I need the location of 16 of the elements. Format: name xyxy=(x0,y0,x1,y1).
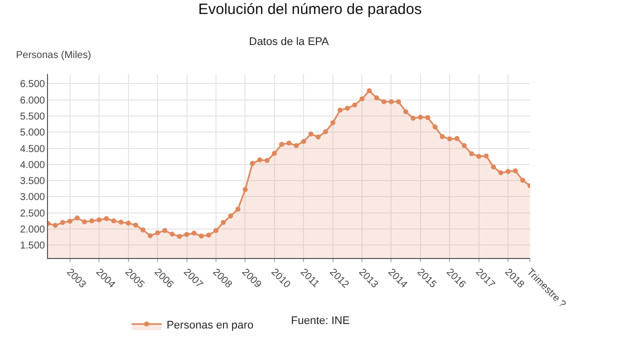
source-note: Fuente: INE xyxy=(291,315,350,327)
y-tick-label: 4.000 xyxy=(20,160,46,171)
legend-label: Personas en paro xyxy=(166,319,254,332)
y-axis-title: Personas (Miles) xyxy=(16,50,92,61)
chart-title: Evolución del número de parados xyxy=(198,1,422,18)
y-tick-label: 1.500 xyxy=(20,240,46,252)
y-tick-label: 2.000 xyxy=(20,224,46,236)
y-tick-label: 3.500 xyxy=(20,176,46,188)
y-tick-label: 5.500 xyxy=(20,111,46,122)
y-tick-label: 4.500 xyxy=(20,144,46,155)
y-tick-label: 3.000 xyxy=(20,192,46,204)
y-tick-label: 6.000 xyxy=(20,95,46,106)
y-tick-label: 2.500 xyxy=(20,208,46,220)
chart-subtitle: Datos de la EPA xyxy=(249,36,330,48)
y-tick-label: 6.500 xyxy=(20,79,46,90)
y-tick-label: 5.000 xyxy=(20,128,46,139)
